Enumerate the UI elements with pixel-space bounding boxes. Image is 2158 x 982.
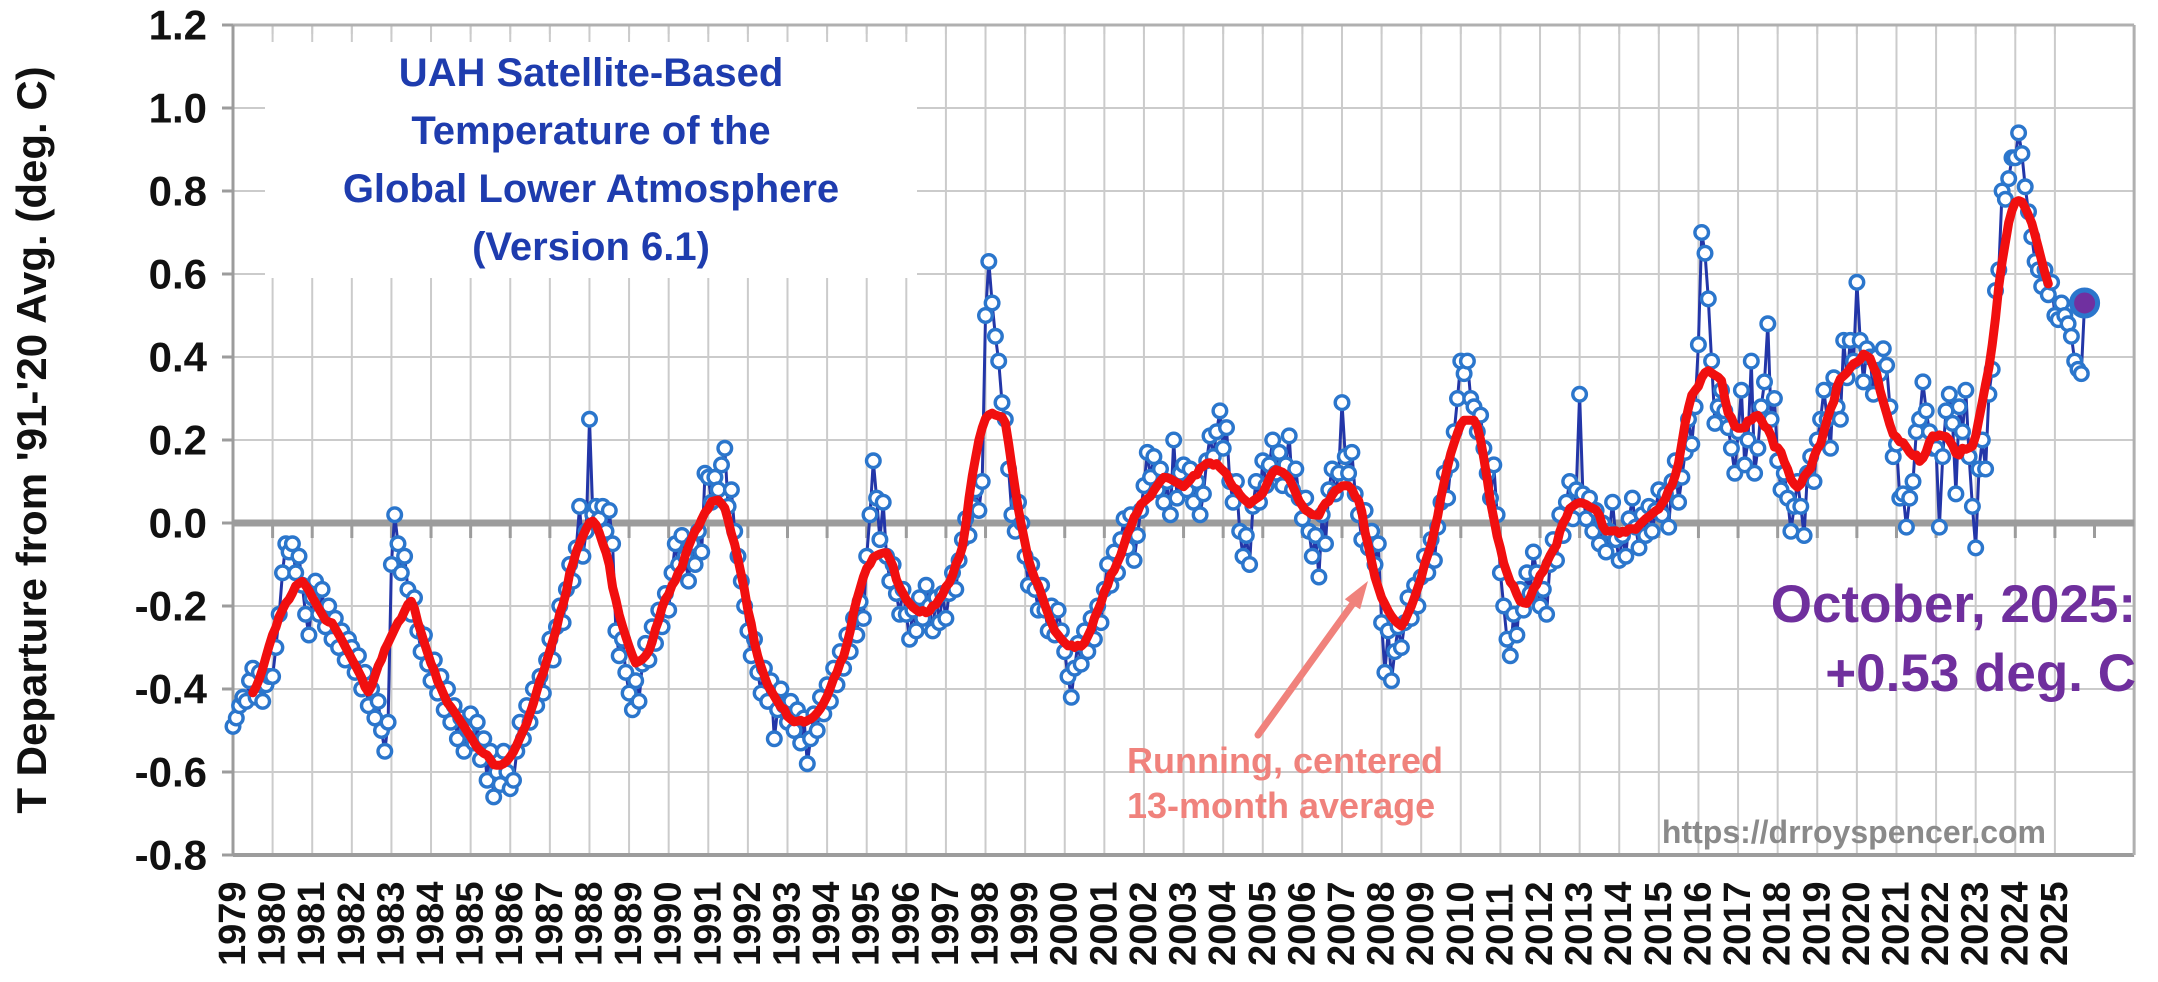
smoother-label: Running, centered 13-month average	[1127, 740, 1444, 826]
svg-text:0.4: 0.4	[149, 334, 208, 381]
svg-text:2024: 2024	[1994, 881, 2036, 966]
svg-text:2020: 2020	[1836, 881, 1878, 966]
svg-text:1982: 1982	[331, 881, 373, 966]
svg-text:2019: 2019	[1796, 881, 1838, 966]
svg-text:2018: 2018	[1757, 881, 1799, 966]
svg-text:1997: 1997	[925, 881, 967, 966]
svg-text:2007: 2007	[1321, 881, 1363, 966]
page-title: UAH Satellite-Based Temperature of the G…	[265, 42, 917, 278]
svg-text:2012: 2012	[1519, 881, 1561, 966]
smoothed-series-line	[248, 196, 2053, 770]
svg-text:1998: 1998	[965, 881, 1007, 966]
svg-text:1995: 1995	[846, 881, 888, 966]
svg-text:1992: 1992	[727, 881, 769, 966]
svg-text:2023: 2023	[1955, 881, 1997, 966]
svg-text:1981: 1981	[291, 881, 333, 966]
svg-text:2015: 2015	[1638, 881, 1680, 966]
svg-text:1994: 1994	[806, 881, 848, 966]
svg-text:1.2: 1.2	[149, 2, 207, 49]
svg-text:-0.8: -0.8	[135, 832, 207, 879]
svg-text:1991: 1991	[687, 881, 729, 966]
svg-text:2001: 2001	[1083, 881, 1125, 966]
svg-text:2006: 2006	[1281, 881, 1323, 966]
y-axis-title: T Departure from '91-'20 Avg. (deg. C)	[8, 66, 55, 814]
svg-text:1989: 1989	[608, 881, 650, 966]
svg-text:1984: 1984	[410, 881, 452, 966]
svg-text:2016: 2016	[1677, 881, 1719, 966]
svg-text:2025: 2025	[2034, 881, 2076, 966]
svg-text:0.0: 0.0	[149, 500, 207, 547]
svg-text:1988: 1988	[568, 881, 610, 966]
svg-text:1987: 1987	[529, 881, 571, 966]
svg-text:2014: 2014	[1598, 881, 1640, 966]
svg-text:2003: 2003	[1163, 881, 1205, 966]
svg-text:1979: 1979	[212, 881, 254, 966]
svg-text:-0.4: -0.4	[135, 666, 208, 713]
latest-data-point	[2069, 287, 2101, 319]
svg-text:2022: 2022	[1915, 881, 1957, 966]
svg-text:2008: 2008	[1361, 881, 1403, 966]
svg-text:1985: 1985	[450, 881, 492, 966]
svg-text:-0.6: -0.6	[135, 749, 207, 796]
svg-text:1990: 1990	[648, 881, 690, 966]
svg-text:1983: 1983	[370, 881, 412, 966]
svg-text:2017: 2017	[1717, 881, 1759, 966]
svg-text:1996: 1996	[885, 881, 927, 966]
svg-text:1.0: 1.0	[149, 85, 207, 132]
smoother-arrowhead	[1344, 581, 1368, 610]
svg-text:2004: 2004	[1202, 881, 1244, 966]
svg-text:2021: 2021	[1875, 881, 1917, 966]
svg-text:0.6: 0.6	[149, 251, 207, 298]
svg-text:2009: 2009	[1400, 881, 1442, 966]
svg-text:2010: 2010	[1440, 881, 1482, 966]
svg-text:0.2: 0.2	[149, 417, 207, 464]
svg-text:-0.2: -0.2	[135, 583, 207, 630]
svg-text:2000: 2000	[1044, 881, 1086, 966]
svg-text:0.8: 0.8	[149, 168, 207, 215]
svg-text:2013: 2013	[1559, 881, 1601, 966]
smoother-arrow	[1254, 598, 1358, 739]
svg-text:1980: 1980	[252, 881, 294, 966]
latest-value-annotation: October, 2025: +0.53 deg. C	[1770, 575, 2136, 703]
svg-text:2005: 2005	[1242, 881, 1284, 966]
svg-text:2002: 2002	[1123, 881, 1165, 966]
svg-text:1993: 1993	[766, 881, 808, 966]
watermark-url: https://drroyspencer.com	[1661, 814, 2046, 850]
svg-text:1999: 1999	[1004, 881, 1046, 966]
svg-text:2011: 2011	[1479, 884, 1521, 966]
svg-text:1986: 1986	[489, 881, 531, 966]
